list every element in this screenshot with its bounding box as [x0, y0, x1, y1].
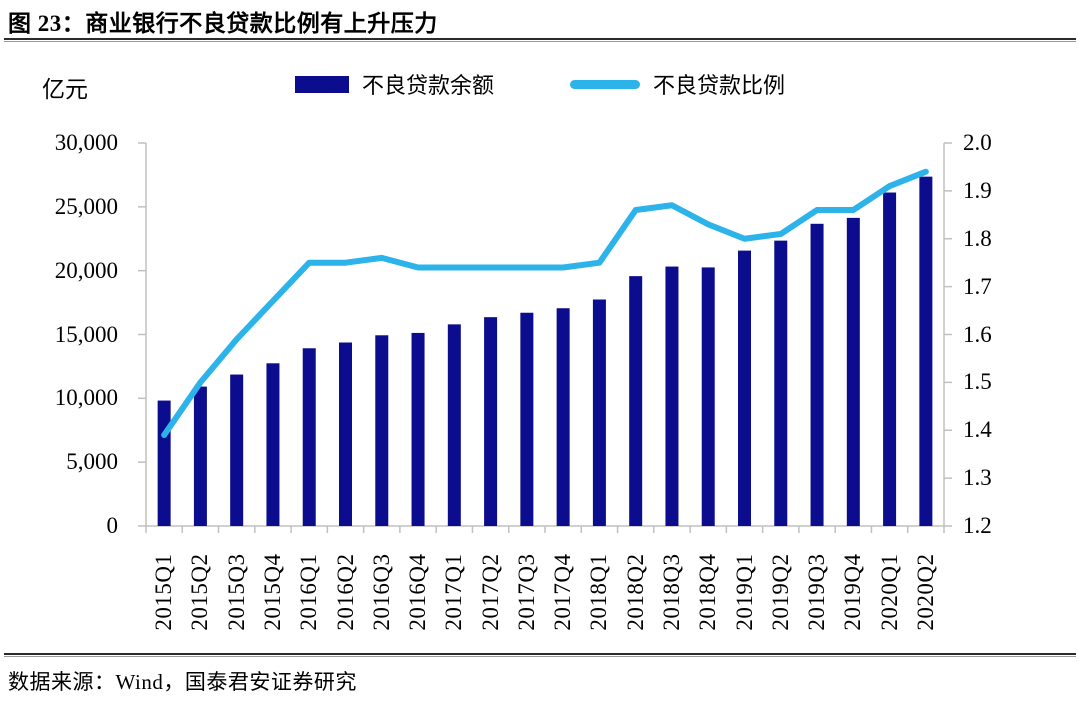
- bar-2017Q1: [447, 324, 461, 526]
- left-axis-tick-label: 20,000: [54, 257, 118, 283]
- data-source-note: 数据来源：Wind，国泰君安证券研究: [8, 670, 357, 694]
- bar-2020Q2: [919, 176, 933, 526]
- legend-label-ratio: 不良贷款比例: [653, 73, 786, 98]
- npl-ratio-line: [161, 168, 929, 439]
- bar-2015Q2: [193, 386, 207, 526]
- left-axis-tick-label: 0: [106, 513, 119, 538]
- bar-2015Q1: [157, 400, 171, 526]
- x-axis-tick-label: 2017Q4: [550, 553, 576, 631]
- bar-2016Q4: [411, 332, 425, 526]
- x-axis-tick-label: 2020Q1: [876, 553, 902, 631]
- x-axis-tick-label: 2018Q4: [695, 553, 721, 631]
- right-axis-tick-label: 1.5: [963, 369, 992, 395]
- right-axis-tick-label: 1.6: [963, 321, 992, 347]
- right-axis-tick-label: 2.0: [963, 130, 992, 155]
- bar-2018Q1: [592, 299, 606, 526]
- x-axis-tick-label: 2019Q3: [804, 553, 830, 631]
- x-axis-tick-label: 2019Q4: [840, 553, 866, 631]
- right-axis-tick-label: 1.7: [963, 273, 992, 299]
- left-axis-tick-label: 15,000: [54, 321, 118, 347]
- right-axis-tick-label: 1.9: [963, 177, 992, 203]
- bar-2018Q4: [701, 267, 715, 526]
- bar-2019Q4: [846, 217, 860, 526]
- x-axis-tick-label: 2016Q1: [296, 553, 322, 631]
- x-axis-tick-label: 2018Q2: [622, 553, 648, 631]
- x-axis-tick-label: 2017Q1: [441, 553, 467, 631]
- right-axis-tick-label: 1.2: [963, 513, 992, 538]
- right-axis-tick-label: 1.3: [963, 465, 992, 491]
- bar-2018Q3: [665, 266, 679, 526]
- legend-label-balance: 不良贷款余额: [361, 73, 494, 98]
- bar-2018Q2: [629, 276, 643, 526]
- bar-2017Q3: [520, 312, 534, 526]
- bar-2019Q3: [810, 223, 824, 526]
- bar-2016Q1: [302, 348, 316, 526]
- right-axis-tick-label: 1.4: [963, 417, 992, 443]
- x-axis-tick-label: 2016Q4: [405, 553, 431, 631]
- bar-2015Q4: [266, 363, 280, 526]
- x-axis-tick-label: 2019Q1: [731, 553, 757, 631]
- right-axis-tick-label: 1.8: [963, 225, 992, 251]
- figure-title: 图 23：商业银行不良贷款比例有上升压力: [8, 4, 438, 38]
- bar-2017Q2: [484, 317, 498, 526]
- bar-2016Q2: [339, 342, 352, 526]
- left-axis-tick-label: 10,000: [54, 385, 118, 411]
- bar-2017Q4: [556, 308, 570, 526]
- bar-2020Q1: [883, 192, 897, 526]
- x-axis-tick-label: 2020Q2: [912, 553, 938, 631]
- figure-title-text: 商业银行不良贷款比例有上升压力: [85, 11, 438, 36]
- left-axis-unit-label: 亿元: [42, 77, 88, 102]
- legend-item-balance: 不良贷款余额: [294, 68, 494, 100]
- chart-legend: 不良贷款余额 不良贷款比例: [0, 68, 1080, 100]
- line-series-swatch-icon: [570, 79, 640, 89]
- bar-series-swatch-icon: [294, 75, 349, 93]
- x-axis-tick-label: 2015Q1: [151, 553, 177, 631]
- left-axis-tick-label: 30,000: [54, 130, 118, 155]
- bar-2016Q3: [375, 335, 389, 526]
- left-axis-tick-label: 5,000: [66, 449, 118, 475]
- x-axis-tick-label: 2017Q2: [477, 553, 503, 631]
- x-axis-tick-label: 2015Q4: [259, 553, 285, 631]
- bar-2019Q1: [738, 250, 751, 526]
- bar-2019Q2: [774, 240, 788, 526]
- title-divider: [4, 38, 1076, 42]
- x-axis-tick-label: 2016Q2: [332, 553, 358, 631]
- x-axis-tick-label: 2018Q1: [586, 553, 612, 631]
- left-axis-tick-label: 25,000: [54, 193, 118, 219]
- x-axis-tick-label: 2015Q2: [187, 553, 213, 631]
- x-axis-tick-label: 2017Q3: [513, 553, 539, 631]
- footer-divider: [4, 653, 1076, 657]
- x-axis-tick-label: 2019Q2: [767, 553, 793, 631]
- legend-item-ratio: 不良贷款比例: [570, 68, 785, 100]
- figure-number: 图 23：: [8, 11, 86, 36]
- x-axis-tick-label: 2015Q3: [223, 553, 249, 631]
- x-axis-tick-label: 2016Q3: [368, 553, 394, 631]
- bar-2015Q3: [230, 374, 244, 526]
- x-axis-tick-label: 2018Q3: [658, 553, 684, 631]
